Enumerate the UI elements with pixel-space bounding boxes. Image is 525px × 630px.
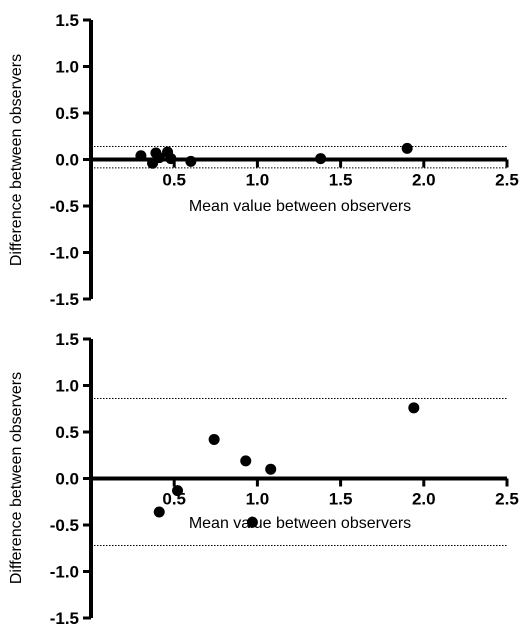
data-point: [153, 506, 165, 518]
panel-bottom: Difference between observers Mean value …: [8, 330, 519, 628]
x-tick-label: 2.0: [412, 171, 436, 190]
x-tick-label: 0.5: [162, 171, 186, 190]
data-point: [165, 153, 177, 165]
y-axis-title: Difference between observers: [8, 372, 25, 584]
y-tick-label: -1.0: [50, 563, 79, 582]
y-tick-label: -0.5: [50, 197, 79, 216]
y-tick-label: -1.5: [50, 290, 79, 309]
data-point: [208, 433, 220, 445]
y-tick-label: -1.5: [50, 609, 79, 625]
x-tick-label: 1.5: [329, 171, 353, 190]
x-tick-label: 1.5: [329, 490, 353, 509]
data-point: [246, 516, 258, 528]
y-tick-label: 0.5: [55, 423, 79, 442]
y-tick-label: -1.0: [50, 244, 79, 263]
y-tick-label: 1.0: [55, 377, 79, 396]
plot-area: 1.51.00.50.0-0.5-1.0-1.50.5 1.0 1.5 2.0 2.5: [50, 330, 519, 628]
y-tick-label: -0.5: [50, 516, 79, 535]
y-tick-label: 0.5: [55, 104, 79, 123]
x-tick-label: 1.0: [246, 490, 270, 509]
data-point: [240, 455, 252, 467]
data-point: [265, 463, 277, 475]
plot-area: 1.5 1.0 0.5 0.0 -0.5 -1.0 -1.5 0.5 1.0 1.5 2.0 2.5: [50, 11, 519, 309]
data-point: [135, 150, 147, 162]
data-point: [315, 153, 327, 165]
panel-top: Difference between observers Mean value …: [8, 11, 519, 309]
y-axis-title: Difference between observers: [8, 54, 25, 266]
x-tick-label: 2.5: [495, 490, 519, 509]
x-tick-label: 1.0: [246, 171, 270, 190]
x-tick-label: 2.5: [495, 171, 519, 190]
data-point: [185, 155, 197, 167]
data-point: [401, 142, 413, 154]
data-point: [172, 485, 184, 497]
y-tick-label: 0.0: [55, 470, 79, 489]
x-tick-label: 2.0: [412, 490, 436, 509]
y-tick-label: 1.5: [55, 330, 79, 349]
x-axis-title: Mean value between observers: [189, 515, 411, 532]
data-point: [408, 402, 420, 414]
y-tick-label: 1.0: [55, 58, 79, 77]
y-tick-label: 0.0: [55, 151, 79, 170]
x-axis-title: Mean value between observers: [189, 198, 411, 215]
y-tick-label: 1.5: [55, 11, 79, 30]
data-point: [153, 152, 165, 164]
